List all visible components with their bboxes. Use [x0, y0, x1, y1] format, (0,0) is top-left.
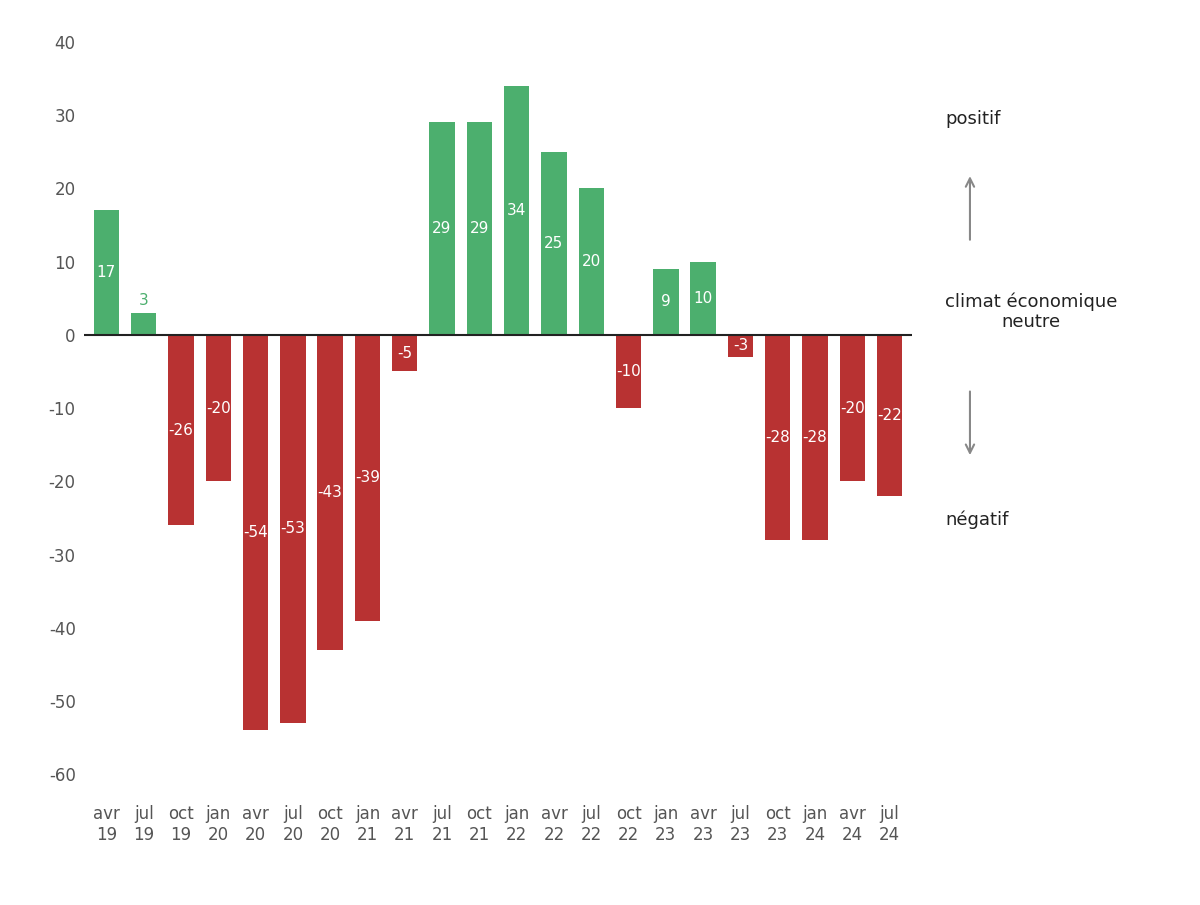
Text: négatif: négatif	[946, 510, 1008, 529]
Bar	[242, 335, 269, 730]
Text: climat économique
neutre: climat économique neutre	[946, 292, 1117, 331]
Text: 9: 9	[661, 294, 671, 310]
Text: 29: 29	[469, 221, 490, 236]
Bar	[690, 262, 716, 335]
Text: 29: 29	[432, 221, 451, 236]
Bar	[840, 335, 865, 481]
Text: -20: -20	[206, 401, 230, 415]
Text: 10: 10	[694, 291, 713, 306]
Bar	[94, 210, 119, 335]
Text: 20: 20	[582, 254, 601, 269]
Text: -43: -43	[318, 485, 342, 500]
Bar	[766, 335, 791, 540]
Bar	[578, 188, 604, 335]
Text: -5: -5	[397, 346, 413, 361]
Bar	[318, 335, 343, 650]
Bar	[131, 313, 156, 335]
Bar	[504, 86, 529, 335]
Bar	[392, 335, 418, 371]
Text: 25: 25	[545, 236, 564, 251]
Text: -20: -20	[840, 401, 865, 415]
Text: -28: -28	[766, 430, 790, 445]
Text: -3: -3	[733, 338, 748, 353]
Bar	[205, 335, 230, 481]
Bar	[727, 335, 754, 357]
Text: -53: -53	[281, 521, 305, 537]
Text: 3: 3	[139, 292, 149, 308]
Text: -22: -22	[877, 408, 902, 423]
Bar	[168, 335, 193, 525]
Text: 34: 34	[506, 203, 527, 218]
Bar	[430, 122, 455, 335]
Text: 17: 17	[97, 265, 116, 280]
Text: positif: positif	[946, 110, 1001, 129]
Bar	[653, 269, 678, 335]
Bar	[280, 335, 306, 723]
Bar	[355, 335, 380, 621]
Bar	[803, 335, 828, 540]
Text: -54: -54	[244, 525, 268, 540]
Text: -39: -39	[355, 471, 380, 485]
Text: -26: -26	[168, 423, 193, 438]
Bar	[877, 335, 902, 496]
Text: -28: -28	[803, 430, 828, 445]
Bar	[541, 152, 566, 335]
Bar	[467, 122, 492, 335]
Text: -10: -10	[616, 364, 641, 379]
Bar	[616, 335, 641, 408]
